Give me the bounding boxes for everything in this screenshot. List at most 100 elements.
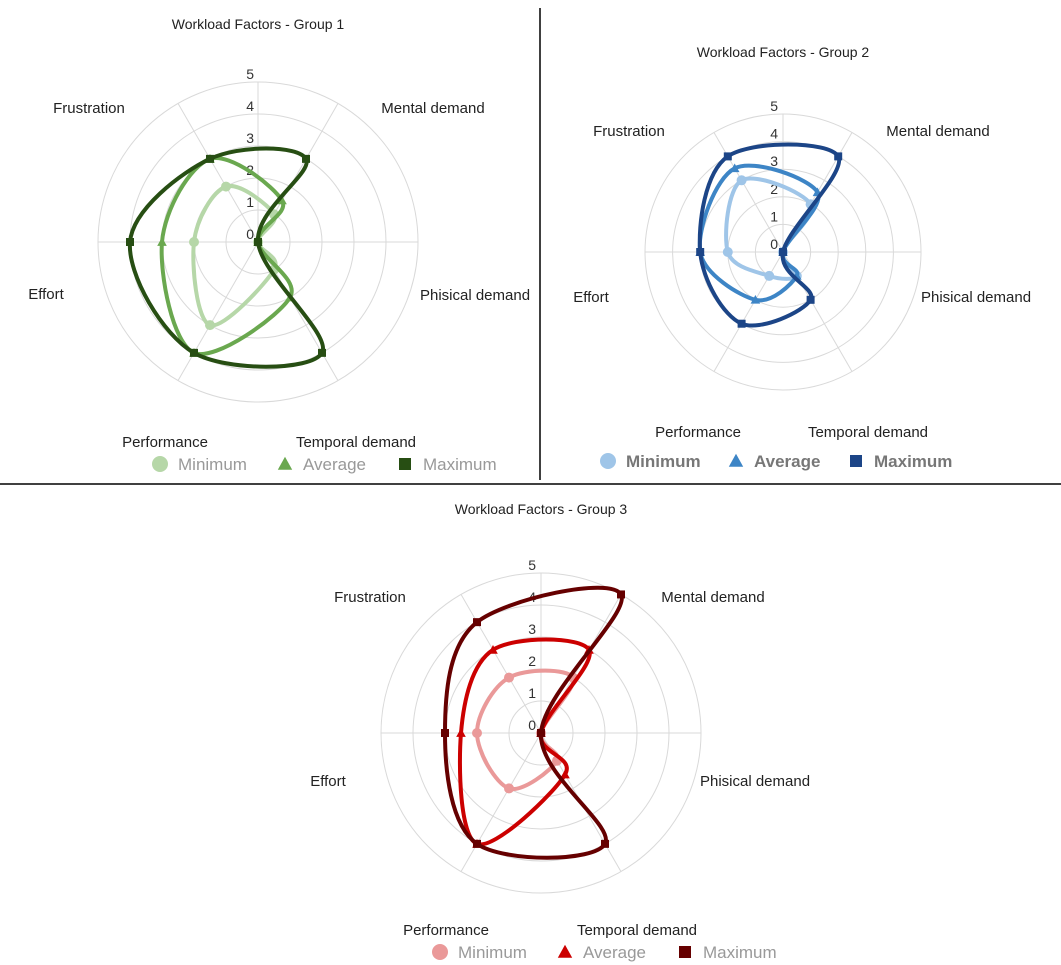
r-tick-label: 1 (528, 685, 536, 701)
r-tick-label: 2 (528, 653, 536, 669)
category-label: Frustration (53, 100, 125, 117)
data-point (617, 590, 625, 599)
legend-label: Average (583, 943, 646, 962)
r-tick-label: 5 (770, 98, 778, 114)
data-point (504, 783, 514, 794)
data-point (736, 175, 747, 186)
data-point (318, 348, 326, 357)
r-tick-label: 4 (770, 126, 778, 142)
r-tick-label: 3 (246, 130, 254, 146)
data-point (737, 319, 746, 328)
legend-label: Minimum (626, 452, 701, 471)
r-tick-label: 5 (246, 66, 254, 82)
category-label: Temporal demand (296, 434, 416, 451)
data-point (190, 348, 198, 357)
series-maximum (441, 585, 625, 860)
category-label: Effort (28, 286, 64, 303)
data-point (601, 839, 609, 848)
data-point (488, 645, 498, 654)
category-label: Frustration (334, 589, 406, 606)
category-label: Temporal demand (577, 922, 697, 939)
chart-title: Workload Factors - Group 2 (697, 44, 870, 60)
legend-label: Maximum (874, 452, 952, 471)
series-line (127, 146, 326, 369)
grid-spoke (177, 241, 259, 381)
category-label: Performance (403, 922, 489, 939)
category-label: Mental demand (381, 100, 484, 117)
data-point (750, 295, 761, 304)
legend-swatch (277, 456, 293, 470)
data-point (254, 238, 262, 246)
legend: Minimum Average Maximum (152, 455, 497, 474)
data-point (504, 672, 514, 683)
legend-swatch (152, 456, 168, 472)
r-tick-label: 3 (528, 621, 536, 637)
grid-spoke (460, 594, 542, 734)
legend-label: Average (754, 452, 820, 471)
category-label: Temporal demand (808, 424, 928, 441)
legend-label: Maximum (423, 455, 497, 474)
category-label: Phisical demand (921, 289, 1031, 306)
grid-spoke (460, 732, 542, 872)
data-point (729, 163, 740, 173)
legend-swatch (432, 944, 448, 960)
category-label: Performance (122, 434, 208, 451)
legend-swatch (728, 453, 744, 467)
r-tick-label: 5 (528, 557, 536, 573)
legend-label: Average (303, 455, 366, 474)
category-label: Effort (573, 289, 609, 306)
data-point (205, 320, 215, 331)
chart-title: Workload Factors - Group 1 (172, 16, 345, 32)
data-point (189, 237, 199, 247)
data-point (722, 247, 733, 257)
data-point (441, 729, 449, 737)
series-maximum (696, 142, 843, 328)
data-point (206, 154, 214, 163)
legend-label: Minimum (178, 455, 247, 474)
data-point (221, 181, 231, 192)
data-point (764, 270, 775, 281)
data-point (473, 618, 481, 627)
category-label: Mental demand (661, 589, 764, 606)
data-point (456, 728, 466, 737)
r-tick-label: 4 (246, 98, 254, 114)
data-point (696, 248, 705, 256)
category-label: Effort (310, 773, 346, 790)
data-point (126, 238, 134, 246)
data-point (834, 152, 843, 161)
data-point (560, 769, 570, 779)
legend-swatch (850, 455, 862, 467)
category-label: Performance (655, 424, 741, 441)
chart-title: Workload Factors - Group 3 (455, 501, 628, 517)
r-tick-label: 1 (770, 208, 778, 224)
data-point (723, 152, 732, 161)
r-tick-label: 2 (770, 181, 778, 197)
data-point (537, 729, 545, 737)
data-point (277, 195, 287, 205)
legend-label: Maximum (703, 943, 777, 962)
legend-swatch (679, 946, 691, 958)
data-point (302, 154, 310, 163)
category-label: Phisical demand (700, 773, 810, 790)
category-label: Frustration (593, 123, 665, 140)
legend-swatch (399, 458, 411, 470)
data-point (473, 839, 481, 848)
r-tick-label: 1 (246, 194, 254, 210)
series-maximum (126, 146, 326, 369)
legend: Minimum Average Maximum (432, 943, 777, 962)
legend-label: Minimum (458, 943, 527, 962)
r-tick-label: 0 (770, 236, 778, 252)
radar-chart-group-2: Workload Factors - Group 2 0 1 2 3 4 5 Mental d… (573, 44, 1031, 471)
data-point (157, 237, 167, 246)
data-point (472, 728, 482, 738)
grid-spoke (257, 241, 339, 381)
r-tick-label: 0 (528, 717, 536, 733)
legend-swatch (600, 453, 616, 469)
legend-swatch (557, 944, 573, 958)
category-label: Mental demand (886, 123, 989, 140)
category-label: Phisical demand (420, 287, 530, 304)
legend: Minimum Average Maximum (600, 452, 952, 471)
